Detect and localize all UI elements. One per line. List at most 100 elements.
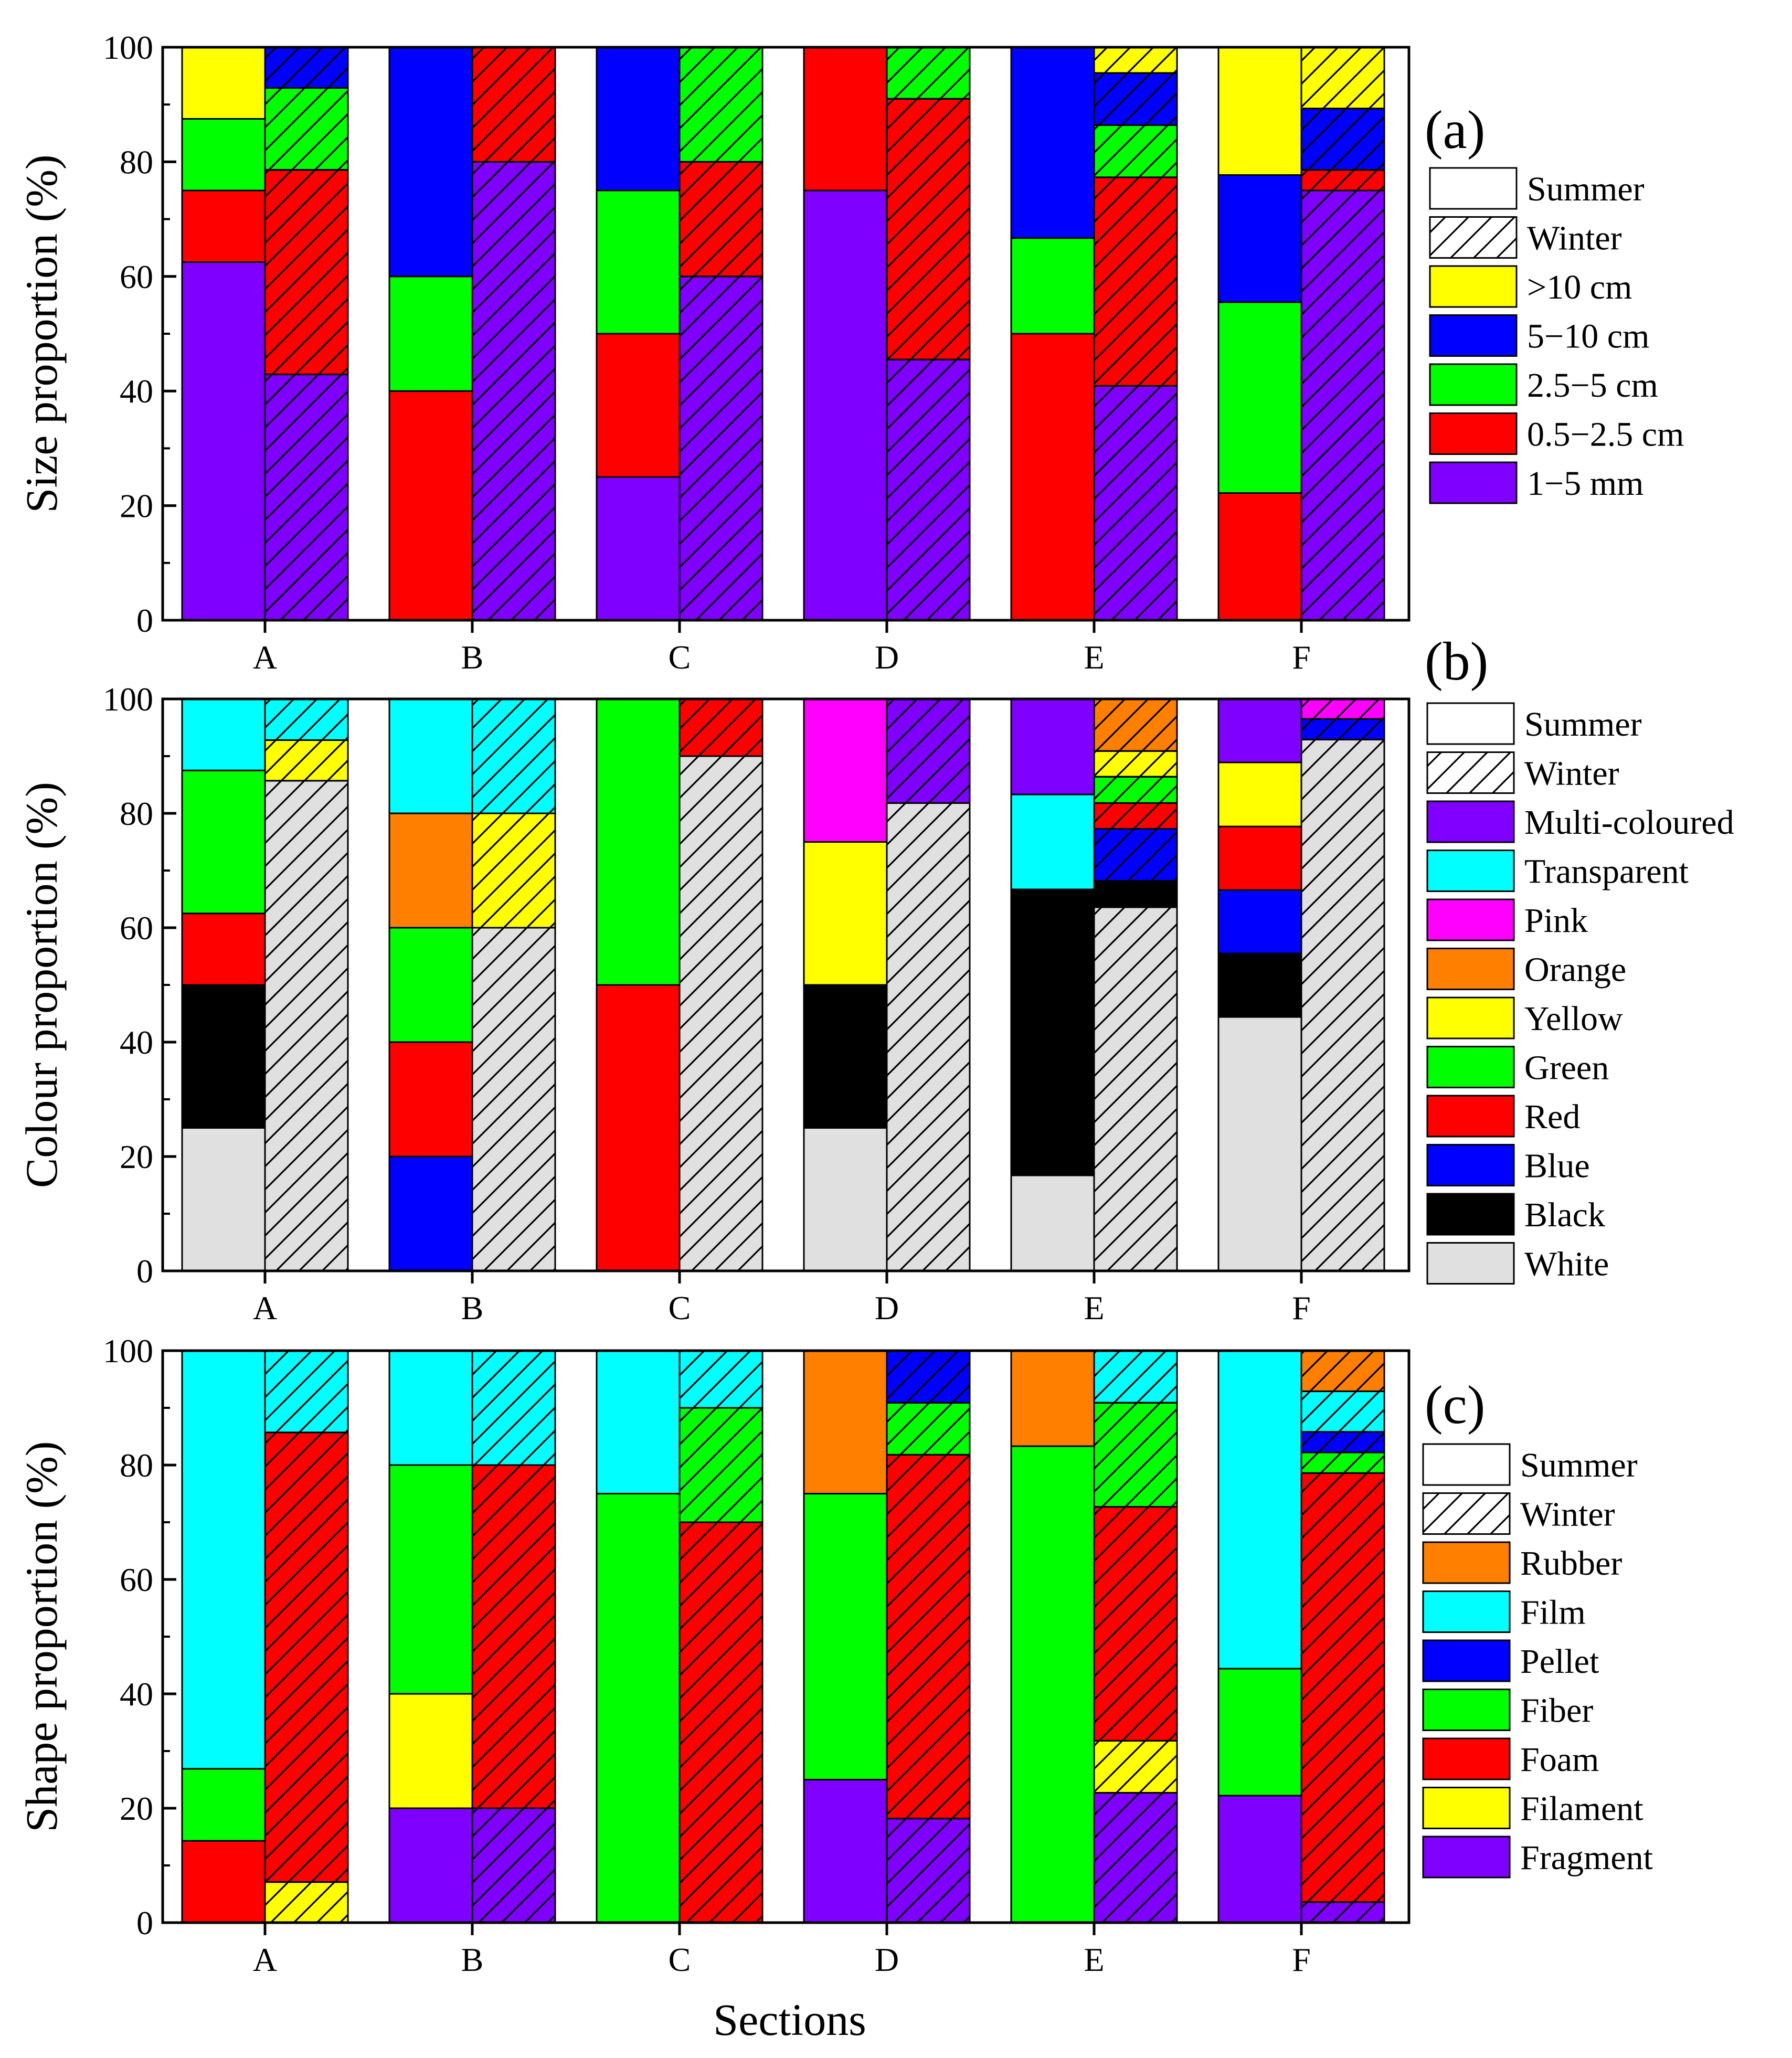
bar-e-summer-2-5-5-cm: [1010, 237, 1095, 335]
bar-e-winter-blue-hatch: [1093, 828, 1178, 882]
legend-swatch-blue: [1426, 1144, 1515, 1186]
bar-f-winter-0-5-2-5-cm-hatch: [1300, 169, 1385, 192]
legend-swatch-10-cm: [1429, 265, 1518, 308]
bar-f-winter-1-5-mm-hatch: [1300, 189, 1385, 621]
y-tick-label: 100: [103, 681, 153, 718]
x-axis-title: Sections: [713, 1995, 866, 2045]
bar-e-winter-white-hatch: [1093, 906, 1178, 1272]
legend-swatch-1-5-mm: [1429, 461, 1518, 504]
bar-d-winter-foam-hatch: [886, 1454, 971, 1820]
bar-b-summer-5-10-cm: [388, 46, 473, 278]
bar-d-summer-0-5-2-5-cm: [803, 46, 888, 192]
legend-label-rubber: Rubber: [1520, 1544, 1622, 1583]
panel-b: 0 20 40 60 80 100 A B C D E F Colour proportion (%)…: [16, 631, 1734, 1327]
bar-f-summer-white: [1217, 1016, 1302, 1272]
bar-c-winter-0-5-2-5-cm-hatch: [678, 161, 764, 278]
legend-label-2-5-5-cm: 2.5−5 cm: [1527, 366, 1658, 405]
legend-swatch-2-5-5-cm: [1429, 363, 1518, 406]
y-tick-label: 60: [120, 258, 153, 295]
bar-e-summer-5-10-cm: [1010, 46, 1095, 239]
legend-swatch-winter-hatch: [1426, 751, 1515, 794]
legend-label-blue: Blue: [1524, 1147, 1590, 1185]
y-tick-label: 20: [120, 1790, 153, 1827]
legend-swatch-winter-hatch: [1429, 216, 1518, 259]
x-tick-label-b: B: [461, 639, 484, 676]
bar-a-winter-2-5-5-cm-hatch: [264, 87, 349, 171]
bar-e-winter-5-10-cm-hatch: [1093, 72, 1178, 126]
bar-b-summer-2-5-5-cm: [388, 275, 473, 392]
bar-b-winter-film-hatch: [471, 1350, 556, 1466]
bar-b-winter-fragment-hatch: [471, 1807, 556, 1924]
bar-c-winter-2-5-5-cm-hatch: [678, 46, 764, 163]
bar-f-summer-2-5-5-cm: [1217, 301, 1302, 494]
bar-a-summer-white: [181, 1127, 266, 1272]
x-tick-label-e: E: [1084, 639, 1104, 676]
legend-swatch-red: [1426, 1095, 1515, 1138]
x-tick-label-d: D: [875, 639, 899, 676]
legend-swatch-yellow: [1426, 996, 1515, 1039]
panel-label-c: (c): [1425, 1375, 1485, 1435]
bar-b-summer-orange: [388, 812, 473, 929]
bar-f-summer-black: [1217, 952, 1302, 1018]
bar-a-winter-filament-hatch: [264, 1881, 349, 1924]
legend-label-summer: Summer: [1527, 170, 1645, 208]
bar-d-winter-white-hatch: [886, 802, 971, 1272]
y-tick-label: 60: [120, 1561, 153, 1598]
legend-label-summer: Summer: [1524, 705, 1642, 744]
bar-f-summer-fiber: [1217, 1668, 1302, 1797]
bar-d-summer-yellow: [803, 841, 888, 986]
legend-label-transparent: Transparent: [1524, 853, 1689, 891]
bar-d-winter-fiber-hatch: [886, 1402, 971, 1456]
bar-d-winter-1-5-mm-hatch: [886, 358, 971, 621]
bar-d-summer-white: [803, 1127, 888, 1272]
legend-label-0-5-2-5-cm: 0.5−2.5 cm: [1527, 416, 1684, 454]
legend-label-winter: Winter: [1524, 755, 1619, 793]
y-tick-label: 0: [136, 1253, 153, 1290]
bar-c-summer-0-5-2-5-cm: [596, 333, 681, 478]
bar-c-winter-white-hatch: [678, 755, 764, 1272]
legend-swatch-winter-hatch: [1422, 1492, 1511, 1535]
bars-b: [181, 698, 1385, 1272]
bar-f-summer-blue: [1217, 889, 1302, 954]
bar-e-winter-1-5-mm-hatch: [1093, 385, 1178, 621]
legend-swatch-black: [1426, 1193, 1515, 1236]
y-tick-label: 40: [120, 1675, 153, 1713]
bar-c-summer-red: [596, 984, 681, 1272]
panel-label-b: (b): [1425, 631, 1488, 692]
bar-a-winter-white-hatch: [264, 780, 349, 1272]
y-tick-label: 40: [120, 373, 153, 410]
bar-a-summer-1-5-mm: [181, 261, 266, 621]
legend-swatch-pellet: [1422, 1639, 1511, 1682]
bar-f-winter-fiber-hatch: [1300, 1451, 1385, 1474]
bar-e-winter-yellow-hatch: [1093, 750, 1178, 778]
legend-swatch-transparent: [1426, 850, 1515, 892]
legend-swatch-summer: [1422, 1443, 1511, 1486]
bar-f-summer-red: [1217, 825, 1302, 891]
bar-f-winter-foam-hatch: [1300, 1472, 1385, 1903]
bar-e-winter-2-5-5-cm-hatch: [1093, 124, 1178, 178]
legend-label-orange: Orange: [1524, 951, 1626, 989]
bar-d-summer-fiber: [803, 1493, 888, 1780]
y-tick-label: 80: [120, 1447, 153, 1484]
x-tick-label-e: E: [1084, 1289, 1104, 1327]
bar-f-summer-5-10-cm: [1217, 174, 1302, 303]
axes-a: 0 20 40 60 80 100 A B C D E F: [103, 29, 1311, 676]
legend-label-foam: Foam: [1520, 1741, 1599, 1779]
legend-swatch-filament: [1422, 1787, 1511, 1829]
y-tick-label: 40: [120, 1024, 153, 1061]
legend-label-pellet: Pellet: [1520, 1642, 1599, 1681]
bar-b-summer-transparent: [388, 698, 473, 814]
legend-swatch-fragment: [1422, 1836, 1511, 1879]
legend-label-black: Black: [1524, 1196, 1605, 1234]
bar-e-winter-10-cm-hatch: [1093, 46, 1178, 74]
x-tick-label-c: C: [669, 639, 691, 676]
bar-d-winter-fragment-hatch: [886, 1818, 971, 1924]
bar-f-summer-yellow: [1217, 761, 1302, 828]
legend-swatch-5-10-cm: [1429, 314, 1518, 357]
bar-a-summer-green: [181, 769, 266, 915]
bar-e-summer-transparent: [1010, 793, 1095, 890]
legend-label-winter: Winter: [1520, 1495, 1615, 1534]
legend-swatch-white: [1426, 1242, 1515, 1285]
bar-d-summer-pink: [803, 698, 888, 843]
